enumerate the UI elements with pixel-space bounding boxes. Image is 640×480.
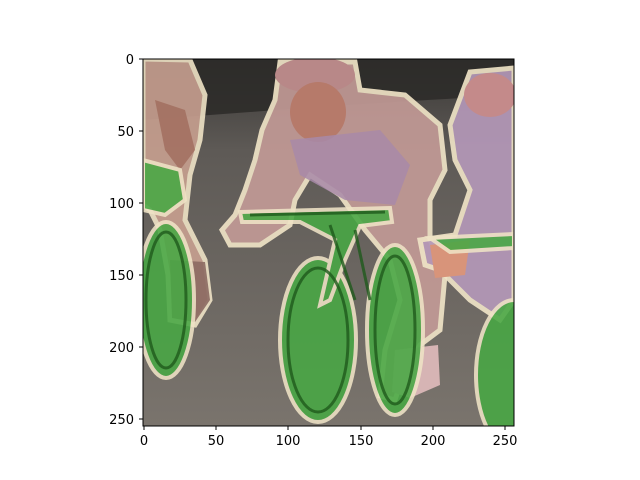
bicycle-mask-right — [424, 231, 514, 426]
y-tick-label: 50 — [117, 125, 134, 140]
y-tick-label: 200 — [109, 341, 134, 356]
x-tick-label: 200 — [421, 434, 446, 449]
x-tick-labels: 0 50 100 150 200 250 — [140, 434, 518, 449]
y-tick-label: 250 — [109, 413, 134, 428]
segmentation-image — [143, 59, 514, 426]
bicycle-mask-left — [143, 157, 196, 380]
y-tick-labels: 0 50 100 150 200 250 — [109, 53, 134, 428]
person-mask-center — [218, 59, 448, 404]
y-tick-label: 150 — [109, 269, 134, 284]
x-tick-label: 50 — [208, 434, 225, 449]
y-tick-label: 100 — [109, 197, 134, 212]
x-axis — [143, 426, 506, 430]
axes-frame — [142, 58, 515, 427]
y-axis — [139, 58, 143, 420]
x-tick-label: 150 — [349, 434, 374, 449]
x-tick-label: 100 — [276, 434, 301, 449]
x-tick-label: 0 — [140, 434, 148, 449]
bicycle-frame-lines — [144, 210, 417, 414]
y-tick-label: 0 — [126, 53, 134, 68]
x-tick-label: 250 — [493, 434, 518, 449]
